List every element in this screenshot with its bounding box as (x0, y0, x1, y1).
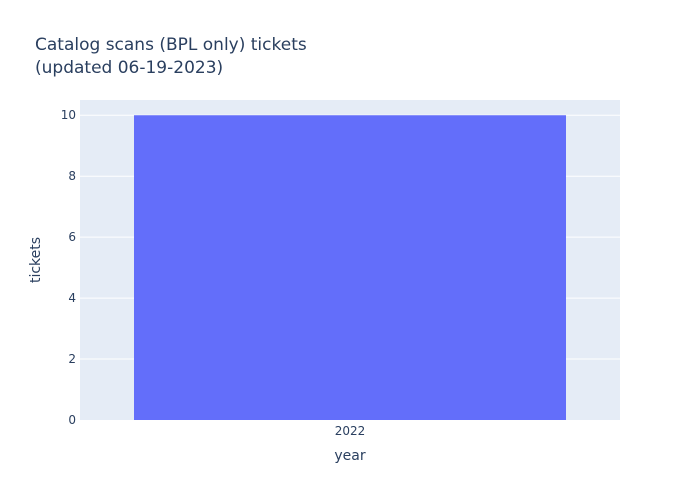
bar (134, 115, 566, 420)
x-axis-tick-labels: 2022 (335, 424, 366, 438)
x-axis-title: year (334, 448, 365, 464)
y-tick-label: 6 (68, 230, 76, 244)
y-axis-tick-labels: 0 2 4 6 8 10 (61, 108, 76, 427)
chart-title: Catalog scans (BPL only) tickets (update… (35, 35, 307, 78)
y-tick-label: 4 (68, 291, 76, 305)
y-axis-title: tickets (28, 237, 44, 283)
y-tick-label: 0 (68, 413, 76, 427)
y-tick-label: 10 (61, 108, 76, 122)
chart-title-line-1: Catalog scans (BPL only) tickets (35, 35, 307, 55)
bars (134, 115, 566, 420)
y-tick-label: 8 (68, 169, 76, 183)
y-tick-label: 2 (68, 352, 76, 366)
chart-title-line-2: (updated 06-19-2023) (35, 58, 223, 78)
x-tick-label: 2022 (335, 424, 366, 438)
